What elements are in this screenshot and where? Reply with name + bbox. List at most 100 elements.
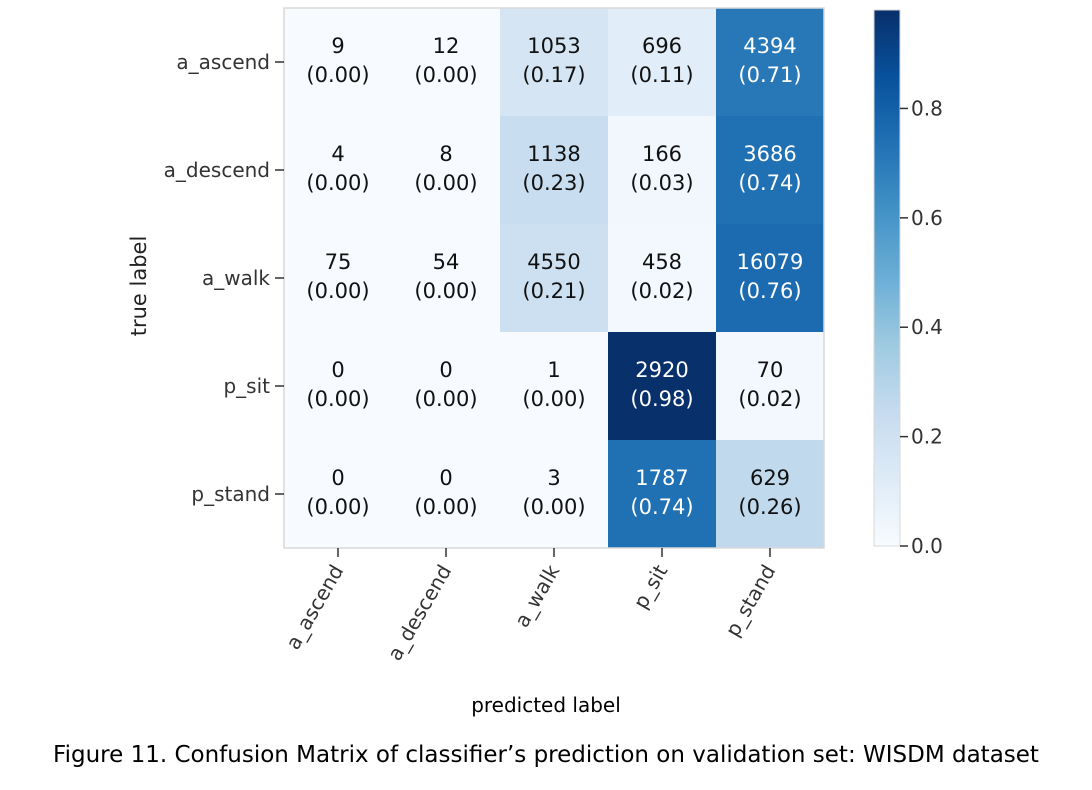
heatmap-cell — [392, 332, 500, 440]
x-axis-label: predicted label — [471, 693, 621, 717]
cell-fraction-label: (0.71) — [738, 63, 801, 87]
heatmap-cell — [716, 332, 824, 440]
cell-count-label: 0 — [439, 358, 452, 382]
cell-count-label: 1138 — [527, 142, 580, 166]
heatmap-cells — [284, 8, 824, 548]
cell-count-label: 1053 — [527, 34, 580, 58]
cell-fraction-label: (0.26) — [738, 495, 801, 519]
cell-count-label: 4 — [331, 142, 344, 166]
cell-count-label: 3 — [547, 466, 560, 490]
heatmap-cell — [608, 8, 716, 116]
heatmap-cell — [500, 440, 608, 548]
cell-fraction-label: (0.03) — [630, 171, 693, 195]
cell-fraction-label: (0.17) — [522, 63, 585, 87]
heatmap-cell — [608, 332, 716, 440]
heatmap-cell — [284, 332, 392, 440]
cell-count-label: 8 — [439, 142, 452, 166]
heatmap-cell — [284, 116, 392, 224]
heatmap-cell — [716, 224, 824, 332]
cell-fraction-label: (0.00) — [306, 279, 369, 303]
cell-count-label: 3686 — [743, 142, 796, 166]
cell-count-label: 54 — [433, 250, 460, 274]
cell-fraction-label: (0.00) — [414, 387, 477, 411]
heatmap-cell — [392, 440, 500, 548]
heatmap-cell — [284, 224, 392, 332]
cell-count-label: 70 — [757, 358, 784, 382]
heatmap-cell — [500, 116, 608, 224]
heatmap-cell — [284, 440, 392, 548]
colorbar-tick-label: 0.2 — [911, 425, 943, 449]
cell-fraction-label: (0.00) — [414, 495, 477, 519]
figure-caption: Figure 11. Confusion Matrix of classifie… — [53, 742, 1039, 768]
cell-count-label: 0 — [331, 466, 344, 490]
x-axis-ticks: a_ascend a_descend a_walk p_sit p_stand — [281, 548, 780, 665]
cell-count-label: 1 — [547, 358, 560, 382]
cell-fraction-label: (0.11) — [630, 63, 693, 87]
y-axis-label: true label — [127, 236, 151, 337]
y-tick-label: a_walk — [202, 266, 270, 290]
heatmap-cell — [284, 8, 392, 116]
cell-fraction-label: (0.74) — [738, 171, 801, 195]
cell-fraction-label: (0.00) — [522, 495, 585, 519]
colorbar-tick-label: 0.6 — [911, 206, 943, 230]
cell-count-label: 75 — [325, 250, 352, 274]
cell-fraction-label: (0.23) — [522, 171, 585, 195]
heatmap-cell — [716, 8, 824, 116]
cell-fraction-label: (0.00) — [306, 387, 369, 411]
cell-fraction-label: (0.02) — [738, 387, 801, 411]
y-tick-label: p_sit — [223, 374, 270, 398]
y-tick-label: a_ascend — [176, 50, 270, 74]
cell-fraction-label: (0.74) — [630, 495, 693, 519]
cell-count-label: 2920 — [635, 358, 688, 382]
heatmap-cell — [716, 440, 824, 548]
x-tick-label: p_stand — [720, 561, 780, 641]
heatmap-cell — [500, 8, 608, 116]
heatmap-cell — [716, 116, 824, 224]
cell-count-label: 458 — [642, 250, 682, 274]
cell-count-label: 0 — [331, 358, 344, 382]
cell-count-label: 0 — [439, 466, 452, 490]
cell-fraction-label: (0.00) — [306, 495, 369, 519]
heatmap-cell — [392, 116, 500, 224]
cell-count-label: 696 — [642, 34, 682, 58]
y-axis-ticks: a_ascend a_descend a_walk p_sit p_stand — [164, 50, 284, 506]
y-tick-label: p_stand — [191, 482, 270, 506]
heatmap-cell — [392, 8, 500, 116]
cell-fraction-label: (0.00) — [306, 63, 369, 87]
heatmap-cell — [608, 116, 716, 224]
x-tick-label: a_ascend — [281, 561, 349, 654]
cell-fraction-label: (0.00) — [414, 63, 477, 87]
colorbar-tick-label: 0.4 — [911, 315, 943, 339]
cell-fraction-label: (0.98) — [630, 387, 693, 411]
cell-fraction-label: (0.02) — [630, 279, 693, 303]
cell-fraction-label: (0.00) — [522, 387, 585, 411]
cell-count-label: 1787 — [635, 466, 688, 490]
colorbar-ticks: 0.0 0.2 0.4 0.6 0.8 — [900, 96, 943, 558]
heatmap-cell — [608, 224, 716, 332]
cell-fraction-label: (0.00) — [414, 171, 477, 195]
cell-fraction-label: (0.00) — [306, 171, 369, 195]
x-tick-label: a_descend — [382, 561, 456, 665]
cell-fraction-label: (0.76) — [738, 279, 801, 303]
heatmap-cell — [392, 224, 500, 332]
colorbar-tick-label: 0.0 — [911, 534, 943, 558]
cell-count-label: 629 — [750, 466, 790, 490]
heatmap-cell — [608, 440, 716, 548]
colorbar-tick-label: 0.8 — [911, 96, 943, 120]
cell-count-label: 4394 — [743, 34, 796, 58]
cell-count-label: 16079 — [737, 250, 804, 274]
cell-fraction-label: (0.21) — [522, 279, 585, 303]
cell-count-label: 166 — [642, 142, 682, 166]
x-tick-label: a_walk — [510, 560, 565, 631]
colorbar — [873, 9, 901, 547]
x-tick-label: p_sit — [628, 560, 672, 612]
cell-count-label: 4550 — [527, 250, 580, 274]
heatmap-cell — [500, 224, 608, 332]
cell-count-label: 12 — [433, 34, 460, 58]
cell-count-label: 9 — [331, 34, 344, 58]
y-tick-label: a_descend — [164, 158, 270, 182]
cell-annotations: 9 (0.00) 12 (0.00) 1053 (0.17) 696 (0.11) 4394 (0… — [306, 34, 803, 519]
cell-fraction-label: (0.00) — [414, 279, 477, 303]
